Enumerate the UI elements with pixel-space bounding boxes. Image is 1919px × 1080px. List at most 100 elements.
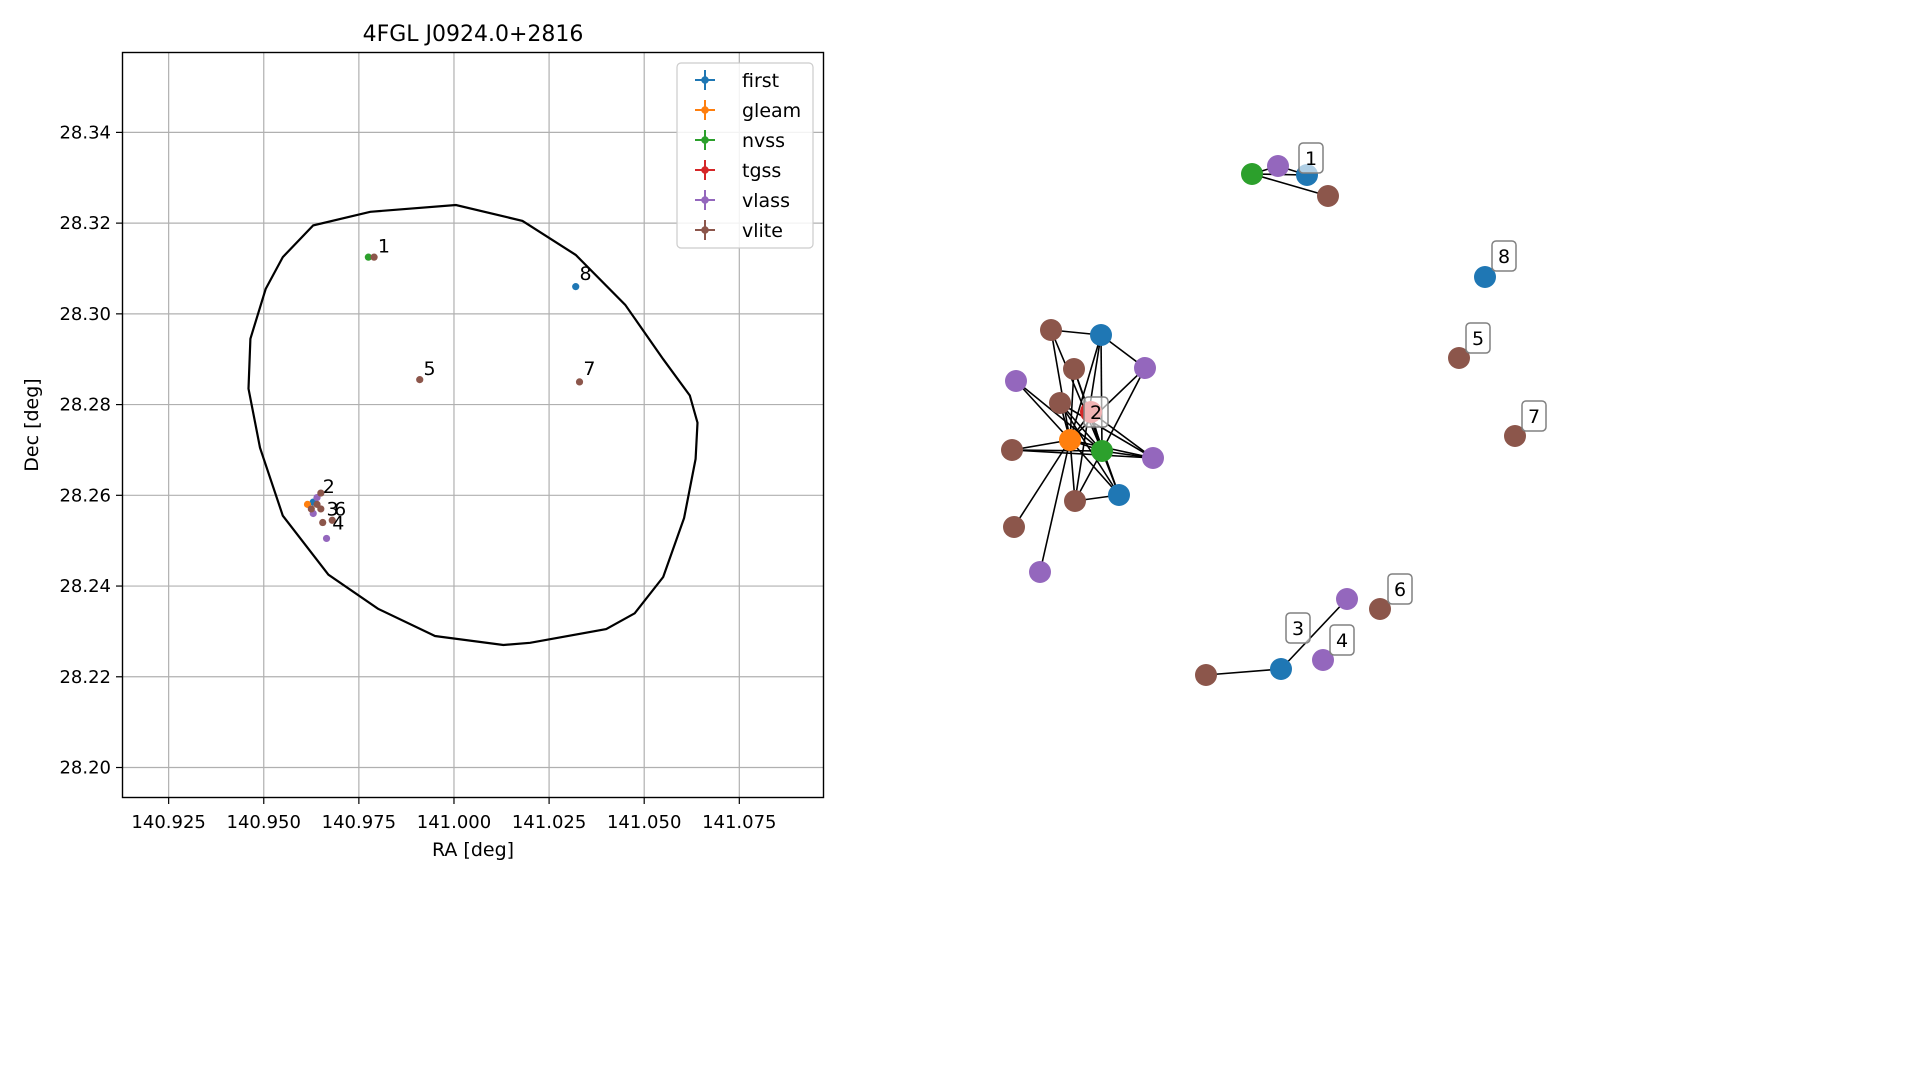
network-node-first (1108, 484, 1130, 506)
x-tick-label: 140.975 (322, 812, 396, 833)
network-node-vlite (1369, 598, 1391, 620)
network-label: 2 (1090, 402, 1102, 424)
network-edge (1069, 334, 1102, 441)
network-edge (1039, 439, 1071, 573)
point-first (572, 283, 580, 291)
network-label: 1 (1305, 148, 1317, 170)
plot-frame (121, 51, 825, 799)
network-edge (1015, 380, 1071, 441)
legend-marker-vlass (701, 196, 709, 204)
network-label-box (1387, 573, 1413, 605)
legend-marker-tgss (701, 166, 709, 174)
network-label-box (1329, 624, 1355, 656)
network-diagram: 1 8 5 7 2 3 6 4 (1001, 142, 1547, 686)
network-edge (1069, 439, 1120, 496)
legend-label-tgss: tgss (742, 160, 781, 182)
network-edge (1100, 334, 1103, 452)
y-tick-label: 28.20 (59, 758, 111, 779)
points (303, 253, 584, 543)
point-vlite (317, 489, 325, 497)
point-annotation: 5 (424, 358, 436, 380)
x-tick-label: 140.950 (227, 812, 301, 833)
chart-title: 4FGL J0924.0+2816 (363, 22, 584, 47)
legend-marker-vlite (701, 226, 709, 234)
network-node-nvss (1241, 163, 1263, 185)
network-node-vlass (1336, 588, 1358, 610)
network-label-box (1285, 612, 1311, 644)
network-edge (1011, 449, 1154, 459)
network-node-first (1270, 658, 1292, 680)
legend-label-nvss: nvss (742, 130, 785, 152)
x-tick-label: 141.075 (702, 812, 776, 833)
x-axis-label: RA [deg] (432, 839, 514, 861)
point-annotation: 1 (378, 236, 390, 258)
network-label: 8 (1498, 246, 1510, 268)
network-edge (1101, 367, 1146, 452)
network-node-vlite (1003, 516, 1025, 538)
point-vlite (313, 500, 321, 508)
network-node-vlite (1001, 439, 1023, 461)
network-node-vlite (1195, 664, 1217, 686)
ellipse-layer (247, 203, 699, 647)
network-edge (1280, 598, 1348, 670)
network-node-vlass (1142, 447, 1164, 469)
network-node-vlite (1063, 358, 1085, 380)
network-node-vlite (1448, 347, 1470, 369)
point-vlite (416, 376, 424, 384)
legend-marker-nvss (701, 136, 709, 144)
network-node-vlite (1040, 319, 1062, 341)
network-edge (1013, 439, 1071, 528)
point-vlite (319, 518, 327, 527)
network-edge (1251, 173, 1329, 197)
legend: first gleam nvss tgss vlass vlite (676, 62, 814, 249)
y-tick-label: 28.22 (59, 667, 111, 688)
point-vlite (575, 378, 584, 386)
network-edge (1205, 668, 1282, 676)
network-node-nvss (1091, 440, 1113, 462)
legend-marker-gleam (701, 106, 709, 114)
network-node-vlass (1267, 155, 1289, 177)
x-tick-label: 141.050 (607, 812, 681, 833)
legend-label-gleam: gleam (742, 100, 801, 122)
y-tick-label: 28.30 (59, 304, 111, 325)
y-tick-label: 28.32 (59, 213, 111, 234)
network-label: 5 (1472, 328, 1484, 350)
network-nodes (1001, 155, 1526, 686)
legend-label-first: first (742, 70, 779, 92)
network-node-gleam (1059, 429, 1081, 451)
network-edge (1059, 402, 1154, 459)
network-label-box (1298, 142, 1324, 174)
network-node-first (1090, 324, 1112, 346)
point-annotation: 2 (323, 476, 335, 498)
localization-ellipse (247, 203, 699, 647)
legend-marker-first (701, 76, 709, 84)
network-label-box (1465, 322, 1491, 354)
network-label: 4 (1336, 630, 1348, 652)
network-labels: 1 8 5 7 2 3 6 4 (1083, 142, 1547, 656)
network-edge (1069, 368, 1075, 441)
x-tick-label: 140.925 (131, 812, 205, 833)
network-node-vlass (1005, 370, 1027, 392)
x-tick-label: 141.000 (417, 812, 491, 833)
network-edge (1015, 380, 1103, 452)
network-label: 6 (1394, 579, 1406, 601)
y-axis-label: Dec [deg] (21, 378, 43, 471)
network-node-vlass (1134, 357, 1156, 379)
y-tick-label: 28.26 (59, 485, 111, 506)
axis-ticks: 140.925 140.950 140.975 141.000 141.025 141.0… (59, 122, 776, 833)
network-node-vlite (1064, 490, 1086, 512)
network-label-box (1083, 396, 1109, 428)
point-annotation: 3 (327, 499, 339, 521)
y-tick-label: 28.24 (59, 576, 111, 597)
legend-label-vlite: vlite (742, 220, 783, 242)
network-label-box (1521, 400, 1547, 432)
point-annotation: 6 (334, 499, 346, 521)
network-edges (1011, 165, 1348, 676)
network-edge (1050, 329, 1103, 452)
legend-label-vlass: vlass (742, 190, 790, 212)
y-tick-label: 28.34 (59, 122, 111, 143)
network-node-first (1474, 266, 1496, 288)
